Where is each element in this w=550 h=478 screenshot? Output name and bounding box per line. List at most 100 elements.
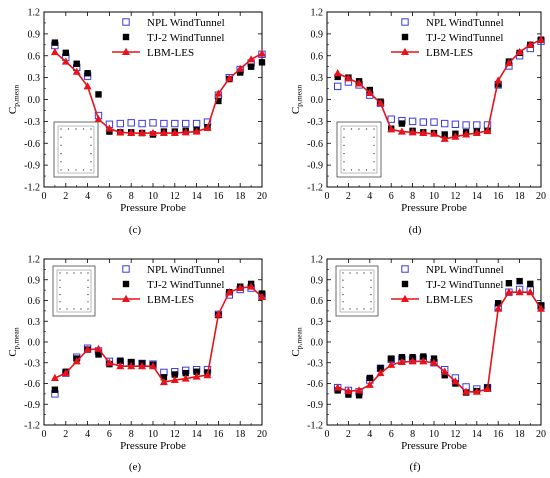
x-axis-label: Pressure Probe <box>120 440 186 452</box>
x-tick-label: 0 <box>325 429 330 440</box>
data-point <box>203 371 212 379</box>
y-tick-label: -0.6 <box>307 139 323 150</box>
inset-inner-frame <box>57 125 95 174</box>
legend: NPL WindTunnel TJ-2 WindTunnel LBM-LES <box>112 17 225 59</box>
data-point <box>495 300 502 307</box>
y-tick-label: -0.9 <box>24 400 40 411</box>
inset-probe-dot <box>373 144 375 147</box>
inset-probe-dot <box>358 128 360 130</box>
data-point <box>333 383 342 391</box>
y-axis-label-text: Cp,mean <box>290 85 304 114</box>
y-tick-label: -0.6 <box>307 379 323 390</box>
data-point <box>95 351 102 358</box>
inset-probe-dot <box>59 301 61 303</box>
data-point <box>247 63 255 70</box>
inset-inner-frame <box>340 125 378 174</box>
data-point <box>73 60 80 67</box>
legend-marker <box>122 280 130 288</box>
data-point <box>181 374 190 382</box>
data-point <box>419 357 428 365</box>
data-point <box>149 128 157 137</box>
inset-probe-dot <box>373 161 375 163</box>
inset-probe-dot <box>75 128 77 130</box>
x-tick-label: 20 <box>257 191 267 202</box>
data-point <box>84 70 91 77</box>
x-tick-label: 16 <box>493 429 503 440</box>
x-tick-label: 14 <box>192 191 202 202</box>
data-point <box>355 392 363 399</box>
inset-probe-dot <box>370 293 372 296</box>
inset-probe-dot <box>90 161 92 163</box>
legend-marker <box>122 18 130 26</box>
y-axis-label: Cp,mean <box>7 85 21 114</box>
series-line <box>54 51 263 134</box>
data-point <box>214 310 223 318</box>
y-tick-label: -1.2 <box>24 183 40 194</box>
panel-label: (e) <box>129 461 142 473</box>
x-tick-label: 6 <box>107 429 112 440</box>
x-tick-label: 14 <box>472 191 482 202</box>
inset-probe-dot <box>343 152 345 155</box>
data-point <box>419 128 428 137</box>
legend-marker <box>401 265 409 273</box>
data-point <box>462 387 471 395</box>
chart-panel-c: 0 2 4 6 8 10 12 14 16 18 20 -1.2 -0.9 -0.6 -0.3 0.0 0.3 0… <box>7 8 267 237</box>
data-point <box>451 120 460 128</box>
legend-marker <box>401 18 409 26</box>
inset-probe-dot <box>373 169 375 171</box>
y-axis-label-main: C <box>7 349 19 356</box>
series-lbm-les <box>333 35 545 142</box>
y-tick-label: -0.3 <box>24 358 40 369</box>
inset-probe-dot <box>90 169 92 171</box>
data-point <box>117 357 124 364</box>
inset-probe-dot <box>370 272 372 274</box>
y-tick-label: 0.0 <box>28 95 41 106</box>
y-tick-label: -0.6 <box>24 379 40 390</box>
data-point <box>408 117 417 126</box>
data-point <box>138 362 147 370</box>
data-point <box>376 98 385 107</box>
data-point <box>527 280 534 288</box>
data-point <box>355 79 364 87</box>
inset-probe-dot <box>87 293 89 296</box>
data-point <box>116 119 124 128</box>
inset-probe-dot <box>75 169 77 171</box>
data-point <box>72 67 81 75</box>
x-tick-label: 16 <box>213 429 223 440</box>
data-point <box>258 49 266 57</box>
data-point <box>116 128 125 136</box>
data-point <box>258 59 266 66</box>
data-point <box>51 386 59 393</box>
series-lbm-les <box>50 47 266 137</box>
inset-probe-dot <box>370 308 372 310</box>
x-axis-label: Pressure Probe <box>401 440 467 452</box>
data-point <box>182 369 189 377</box>
y-tick-label: 1.2 <box>311 255 324 266</box>
data-point <box>127 119 135 127</box>
series-lbm-les <box>333 288 545 395</box>
panel-label: (d) <box>409 224 422 236</box>
chart-panel-e: 0 2 4 6 8 10 12 14 16 18 20 -1.2 -0.9 -0.6 -0.3 0.0 0.3 0… <box>7 255 267 474</box>
y-tick-label: 0.6 <box>28 296 41 307</box>
data-point <box>138 128 147 137</box>
data-point <box>483 384 492 393</box>
legend-label: LBM-LES <box>426 47 473 59</box>
data-point <box>526 40 535 48</box>
inset-probe-dot <box>342 293 344 296</box>
inset-probe-dot <box>342 279 344 281</box>
y-tick-label: 0.9 <box>28 29 41 40</box>
data-point <box>159 377 168 386</box>
data-point <box>160 374 168 381</box>
data-point <box>258 292 266 301</box>
x-tick-label: 12 <box>450 429 460 440</box>
data-point <box>387 125 396 133</box>
data-point <box>160 119 168 128</box>
data-point <box>203 123 212 131</box>
inset-probe-dot <box>66 272 68 274</box>
inset-probe-dot <box>365 128 368 130</box>
x-tick-label: 8 <box>410 191 415 202</box>
data-point <box>334 82 342 91</box>
inset-probe-dot <box>356 308 358 310</box>
data-point <box>127 128 136 137</box>
data-point <box>170 128 179 137</box>
